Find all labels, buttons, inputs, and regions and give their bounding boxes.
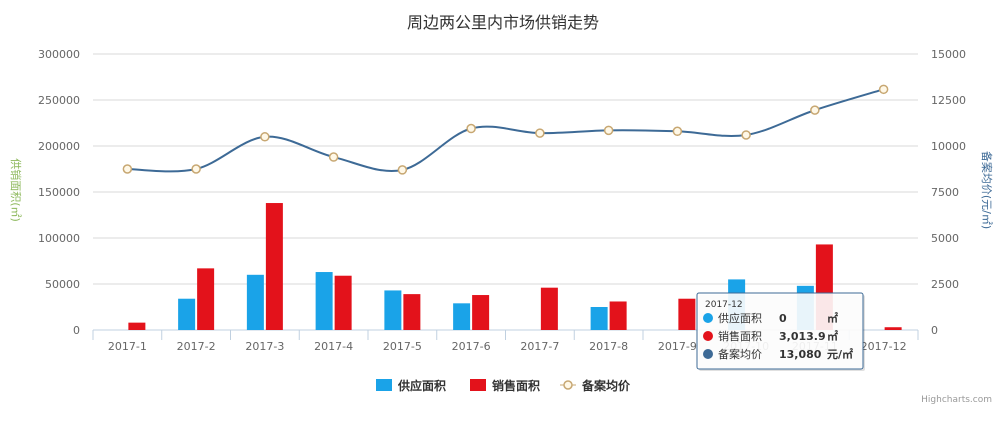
right-tick-label: 10000 bbox=[931, 140, 966, 153]
tooltip-unit: ㎡ bbox=[827, 311, 838, 325]
x-tick-label: 2017-1 bbox=[108, 340, 147, 353]
legend-marker bbox=[563, 380, 573, 390]
bar-supply bbox=[315, 272, 333, 330]
legend-label: 销售面积 bbox=[492, 378, 540, 393]
bar-sales bbox=[197, 268, 215, 330]
x-tick-label: 2017-7 bbox=[520, 340, 559, 353]
bar-sales bbox=[265, 203, 283, 330]
tooltip-value: 0 bbox=[779, 312, 787, 325]
left-tick-label: 50000 bbox=[45, 278, 80, 291]
left-tick-label: 250000 bbox=[38, 94, 80, 107]
left-tick-label: 0 bbox=[73, 324, 80, 337]
legend-label: 备案均价 bbox=[581, 378, 631, 393]
right-tick-label: 7500 bbox=[931, 186, 959, 199]
bar-sales bbox=[678, 298, 696, 330]
bar-sales bbox=[609, 301, 627, 330]
tooltip-value: 13,080 bbox=[779, 348, 822, 361]
left-axis-title: 供销面积(㎡) bbox=[9, 158, 23, 222]
price-point bbox=[741, 130, 751, 140]
tooltip-dot bbox=[703, 331, 713, 341]
price-point bbox=[466, 123, 476, 134]
x-tick-label: 2017-2 bbox=[177, 340, 216, 353]
left-tick-label: 100000 bbox=[38, 232, 80, 245]
tooltip-value: 3,013.9 bbox=[779, 330, 826, 343]
tooltip-label: 供应面积 bbox=[718, 311, 762, 325]
line-series bbox=[122, 84, 889, 175]
right-tick-label: 12500 bbox=[931, 94, 966, 107]
tooltip-unit: 元/㎡ bbox=[827, 347, 853, 361]
price-point bbox=[810, 105, 820, 115]
price-point bbox=[535, 128, 545, 138]
bar-supply bbox=[384, 290, 402, 330]
right-axis-ticks: 0 2500 5000 7500 10000 12500 15000 bbox=[931, 48, 966, 337]
price-point bbox=[191, 164, 201, 174]
x-tick-label: 2017-8 bbox=[589, 340, 628, 353]
x-tick-label: 2017-12 bbox=[861, 340, 907, 353]
price-point bbox=[397, 165, 408, 175]
right-tick-label: 5000 bbox=[931, 232, 959, 245]
bar-supply bbox=[453, 303, 471, 330]
tooltip-box bbox=[696, 292, 864, 370]
right-tick-label: 2500 bbox=[931, 278, 959, 291]
bar-sales bbox=[472, 295, 490, 330]
tooltip-dot bbox=[703, 313, 713, 323]
legend-swatch bbox=[376, 379, 392, 391]
left-tick-label: 150000 bbox=[38, 186, 80, 199]
right-tick-label: 0 bbox=[931, 324, 938, 337]
left-axis-ticks: 0 50000 100000 150000 200000 250000 300000 bbox=[38, 48, 80, 337]
bar-supply bbox=[590, 307, 608, 330]
left-tick-label: 300000 bbox=[38, 48, 80, 61]
bar-sales bbox=[334, 275, 352, 330]
price-line bbox=[127, 88, 884, 173]
credits-text[interactable]: Highcharts.com bbox=[921, 395, 992, 405]
bar-sales bbox=[884, 327, 902, 330]
price-point bbox=[122, 164, 133, 174]
gridlines bbox=[93, 53, 918, 331]
tooltip-category: 2017-12 bbox=[705, 300, 743, 310]
tooltip-label: 销售面积 bbox=[718, 329, 762, 343]
legend-label: 供应面积 bbox=[397, 378, 446, 393]
tooltip-label: 备案均价 bbox=[718, 347, 762, 361]
price-point bbox=[878, 84, 889, 95]
right-tick-label: 15000 bbox=[931, 48, 966, 61]
tooltip-unit: ㎡ bbox=[827, 329, 838, 343]
bar-sales bbox=[403, 294, 421, 330]
x-tick-label: 2017-6 bbox=[452, 340, 491, 353]
bar-supply bbox=[178, 298, 196, 330]
price-point bbox=[603, 125, 614, 136]
bar-supply bbox=[246, 274, 264, 330]
price-point bbox=[328, 152, 339, 162]
chart-title: 周边两公里内市场供销走势 bbox=[407, 13, 599, 32]
legend: 供应面积 销售面积 备案均价 bbox=[376, 378, 631, 393]
x-tick-label: 2017-3 bbox=[245, 340, 284, 353]
x-tick-label: 2017-5 bbox=[383, 340, 422, 353]
bar-sales bbox=[128, 322, 146, 330]
bar-sales bbox=[540, 287, 558, 330]
price-point bbox=[260, 132, 270, 142]
right-axis-title: 备案均价(元/㎡) bbox=[980, 151, 994, 229]
left-tick-label: 200000 bbox=[38, 140, 80, 153]
x-tick-label: 2017-4 bbox=[314, 340, 353, 353]
price-point bbox=[672, 126, 683, 137]
legend-swatch bbox=[470, 379, 486, 391]
x-tick-label: 2017-9 bbox=[658, 340, 697, 353]
tooltip-dot bbox=[703, 349, 713, 359]
